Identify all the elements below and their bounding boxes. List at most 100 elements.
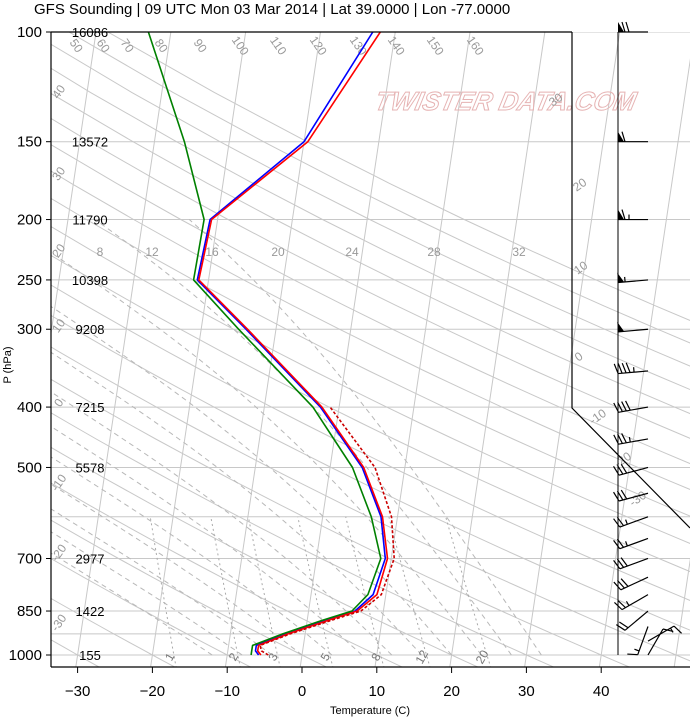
temperature-tick-label: 40 <box>593 683 610 700</box>
dry-adiabat-line <box>51 197 690 517</box>
temperature-tick-label: 20 <box>443 683 460 700</box>
dry-adiabat-label: 100 <box>229 33 252 58</box>
barb-full <box>617 433 623 444</box>
barb-full <box>613 402 619 413</box>
pressure-tick-label: 400 <box>17 399 42 416</box>
barb-full <box>625 400 631 411</box>
dry-adiabat-line <box>51 225 690 544</box>
left-isotherm-label: 10 <box>49 316 68 335</box>
height-label: 2977 <box>76 551 105 566</box>
moist-adiabat-line <box>94 219 512 656</box>
barb-full <box>620 578 629 587</box>
height-label: 16086 <box>72 25 108 40</box>
barb-staff <box>637 626 649 655</box>
dry-adiabat-label: 90 <box>191 36 210 55</box>
barb-full <box>617 402 623 412</box>
barb-full <box>616 558 625 568</box>
moist-adiabat-line <box>51 351 423 656</box>
barb-pennant <box>618 209 624 220</box>
barb-pennant <box>618 131 624 142</box>
wind-barb <box>618 209 648 221</box>
pressure-tick-label: 100 <box>17 24 42 41</box>
mixing-ratio-line <box>247 516 281 667</box>
isotherm-line <box>75 32 172 667</box>
dry-adiabat-line <box>51 67 690 391</box>
profile-series-line <box>147 32 382 656</box>
barb-full <box>617 579 625 589</box>
barb-full <box>613 539 621 550</box>
wind-barb <box>613 537 649 550</box>
temperature-tick-label: 10 <box>368 683 385 700</box>
barb-staff <box>624 610 649 631</box>
mixing-ratio-label: 20 <box>473 647 492 666</box>
barb-full <box>614 602 623 611</box>
barb-full <box>613 518 621 528</box>
profile-series-line <box>259 406 395 656</box>
barb-staff <box>619 537 649 550</box>
barb-full <box>613 434 619 445</box>
barb-full <box>621 131 626 142</box>
barb-full <box>620 557 628 567</box>
barb-full <box>613 560 621 570</box>
moist-adiabat-line <box>188 219 542 656</box>
pressure-tick-label: 150 <box>17 134 42 151</box>
temperature-tick-label: −30 <box>65 683 90 700</box>
axes: 1001502002503004005007008501000160861357… <box>9 24 610 700</box>
isotherm-line <box>51 32 97 337</box>
barb-full <box>616 464 624 475</box>
wind-barbs <box>613 21 682 656</box>
dry-adiabat-line <box>51 557 252 667</box>
wind-barb <box>618 131 648 143</box>
barb-staff <box>618 370 649 375</box>
barb-staff <box>647 628 664 656</box>
barb-full <box>616 516 625 527</box>
isotherm-line <box>673 558 690 667</box>
dry-adiabat-label: 140 <box>385 33 408 58</box>
dry-adiabat-line <box>51 254 690 573</box>
barb-staff <box>619 557 649 570</box>
height-label: 155 <box>79 648 101 663</box>
barb-staff <box>621 594 649 611</box>
dry-adiabat-label: 150 <box>424 33 447 58</box>
pressure-tick-label: 850 <box>17 603 42 620</box>
wind-barb <box>617 272 649 284</box>
theta-label: 16 <box>205 245 219 259</box>
wind-barb <box>613 463 649 476</box>
moist-adiabat-line <box>51 425 363 656</box>
isotherm-line <box>374 32 471 667</box>
dry-adiabat-line <box>51 117 690 439</box>
barb-full <box>621 21 626 33</box>
barb-staff <box>618 406 649 413</box>
pressure-tick-label: 1000 <box>9 647 42 664</box>
isotherm-line <box>150 32 247 667</box>
temperature-tick-label: −20 <box>140 683 165 700</box>
theta-label: 32 <box>512 245 526 259</box>
isotherm-line <box>449 32 546 667</box>
barb-full <box>613 491 620 502</box>
dry-adiabat-label: 160 <box>464 33 487 58</box>
mixing-ratio-line <box>210 516 241 667</box>
theta-label: 8 <box>97 245 104 259</box>
y-axis-label: P (hPa) <box>2 346 14 383</box>
mixing-ratio-line <box>445 516 492 667</box>
theta-label: 28 <box>427 245 441 259</box>
barb-half <box>625 541 628 547</box>
wind-barb <box>613 433 649 445</box>
barb-full <box>620 463 628 474</box>
barb-half <box>634 648 640 652</box>
dry-adiabat-line <box>51 519 328 667</box>
dry-adiabat-line <box>51 597 176 667</box>
dry-adiabat-line <box>51 144 690 465</box>
dry-adiabat-line <box>51 43 690 367</box>
barb-full <box>613 466 620 476</box>
barb-full <box>616 490 624 501</box>
barb-full <box>625 21 630 33</box>
theta-label: 20 <box>271 245 285 259</box>
height-label: 9208 <box>76 322 105 337</box>
watermark: TWISTER DATA.COM <box>372 86 640 116</box>
mixing-ratio-line <box>388 516 431 667</box>
dry-adiabat-line <box>51 170 690 490</box>
barb-half <box>628 437 631 443</box>
